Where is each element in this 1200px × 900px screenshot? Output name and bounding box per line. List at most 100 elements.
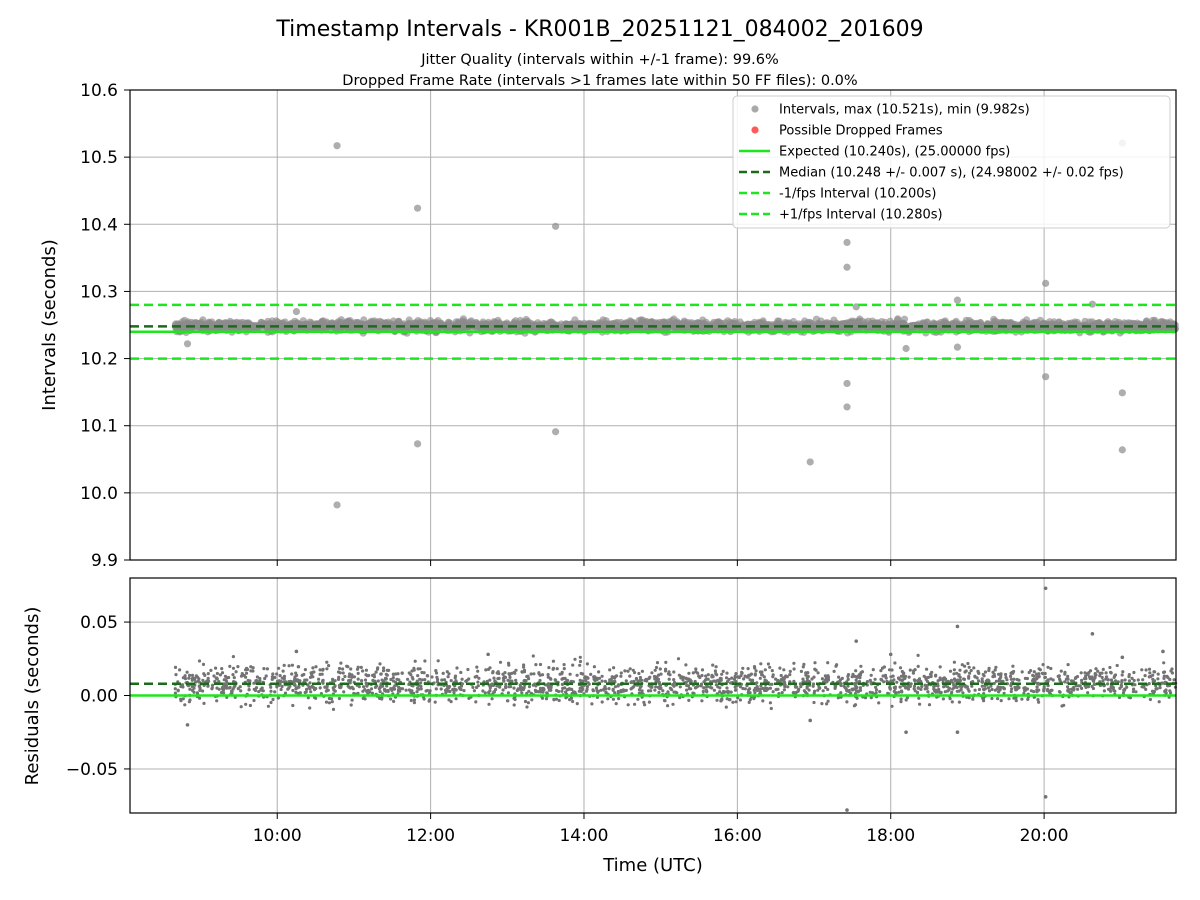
residual-point <box>564 690 568 694</box>
residual-point <box>584 689 589 693</box>
residual-point <box>873 677 877 681</box>
residual-point <box>614 702 618 706</box>
y-tick-label: 0.00 <box>80 687 118 707</box>
residual-point <box>687 698 691 703</box>
residual-point <box>959 687 963 692</box>
residual-point <box>754 669 758 673</box>
residual-point <box>348 681 352 685</box>
residual-point <box>752 697 756 701</box>
residual-outlier-point <box>955 624 960 629</box>
y-tick-label: 10.2 <box>80 350 118 370</box>
residual-point <box>768 701 773 705</box>
residual-point <box>433 700 437 704</box>
residual-point <box>522 668 527 672</box>
residual-point <box>713 669 718 673</box>
residual-point <box>676 657 681 661</box>
residual-point <box>753 686 757 691</box>
residual-point <box>553 678 557 682</box>
interval-point <box>858 317 866 325</box>
residual-point <box>1040 671 1044 675</box>
intervals-y-ticks: 9.910.010.110.210.310.410.510.6 <box>80 81 130 571</box>
residual-point <box>691 691 695 695</box>
intervals-axes-frame <box>129 89 1177 561</box>
residual-point <box>248 703 252 708</box>
residual-point <box>440 678 444 682</box>
residual-point <box>560 682 565 687</box>
residual-point <box>356 671 360 676</box>
residual-point <box>766 662 771 666</box>
residual-point <box>486 667 491 672</box>
residual-point <box>1096 669 1100 673</box>
residual-point <box>657 673 661 677</box>
intervals-reference-lines <box>130 303 1176 360</box>
residual-point <box>494 687 498 692</box>
residual-point <box>407 688 411 692</box>
x-tick-label: 20:00 <box>1020 826 1069 846</box>
residual-point <box>225 686 229 690</box>
residual-point <box>324 700 329 704</box>
interval-point <box>346 317 354 325</box>
residual-point <box>587 682 591 686</box>
residual-point <box>860 670 865 674</box>
residual-point <box>654 678 659 682</box>
residual-point <box>882 680 886 684</box>
residual-point <box>685 688 689 692</box>
interval-point <box>672 322 680 330</box>
x-tick-label: 10:00 <box>253 826 302 846</box>
residual-point <box>711 675 715 679</box>
residual-point <box>672 670 676 674</box>
residual-point <box>201 689 205 693</box>
residual-point <box>215 671 219 676</box>
residual-point <box>520 670 524 674</box>
residual-point <box>734 672 738 676</box>
residual-point <box>763 678 767 682</box>
residual-point <box>874 691 878 695</box>
residual-point <box>982 687 986 691</box>
residual-point <box>573 690 577 694</box>
residual-point <box>330 697 334 701</box>
residual-point <box>380 696 384 700</box>
residual-point <box>619 671 623 675</box>
residual-point <box>294 690 298 695</box>
residual-point <box>643 703 647 707</box>
residual-point <box>816 671 820 675</box>
residual-point <box>1156 672 1160 676</box>
residual-point <box>374 670 378 674</box>
residual-point <box>462 689 466 693</box>
residual-point <box>899 674 904 678</box>
residual-point <box>476 669 480 673</box>
residual-point <box>863 696 868 700</box>
residual-point <box>1109 689 1113 693</box>
residual-point <box>770 669 774 673</box>
residual-point <box>980 677 984 681</box>
residual-point <box>839 691 843 695</box>
residual-point <box>824 685 828 690</box>
residual-point <box>701 689 705 694</box>
residual-point <box>428 691 432 695</box>
residual-point <box>583 676 587 680</box>
residual-point <box>1115 663 1119 668</box>
residual-point <box>215 676 219 680</box>
residual-point <box>693 679 697 684</box>
residual-point <box>838 678 843 682</box>
residual-point <box>1119 685 1123 689</box>
residual-point <box>844 687 849 692</box>
residual-point <box>571 663 575 667</box>
residual-point <box>198 688 202 693</box>
residual-point <box>536 690 541 694</box>
residual-point <box>874 688 879 692</box>
residual-point <box>425 674 429 678</box>
residual-point <box>804 673 808 677</box>
residual-point <box>302 672 306 677</box>
residual-point <box>540 696 545 700</box>
residual-point <box>613 679 617 683</box>
residual-point <box>1121 670 1125 674</box>
residual-point <box>881 674 885 678</box>
residual-point <box>741 666 745 670</box>
residual-point <box>600 679 604 683</box>
residual-point <box>856 689 861 693</box>
residual-point <box>700 699 704 703</box>
residual-point <box>820 677 825 681</box>
residual-point <box>734 700 738 704</box>
residual-point <box>607 687 611 691</box>
